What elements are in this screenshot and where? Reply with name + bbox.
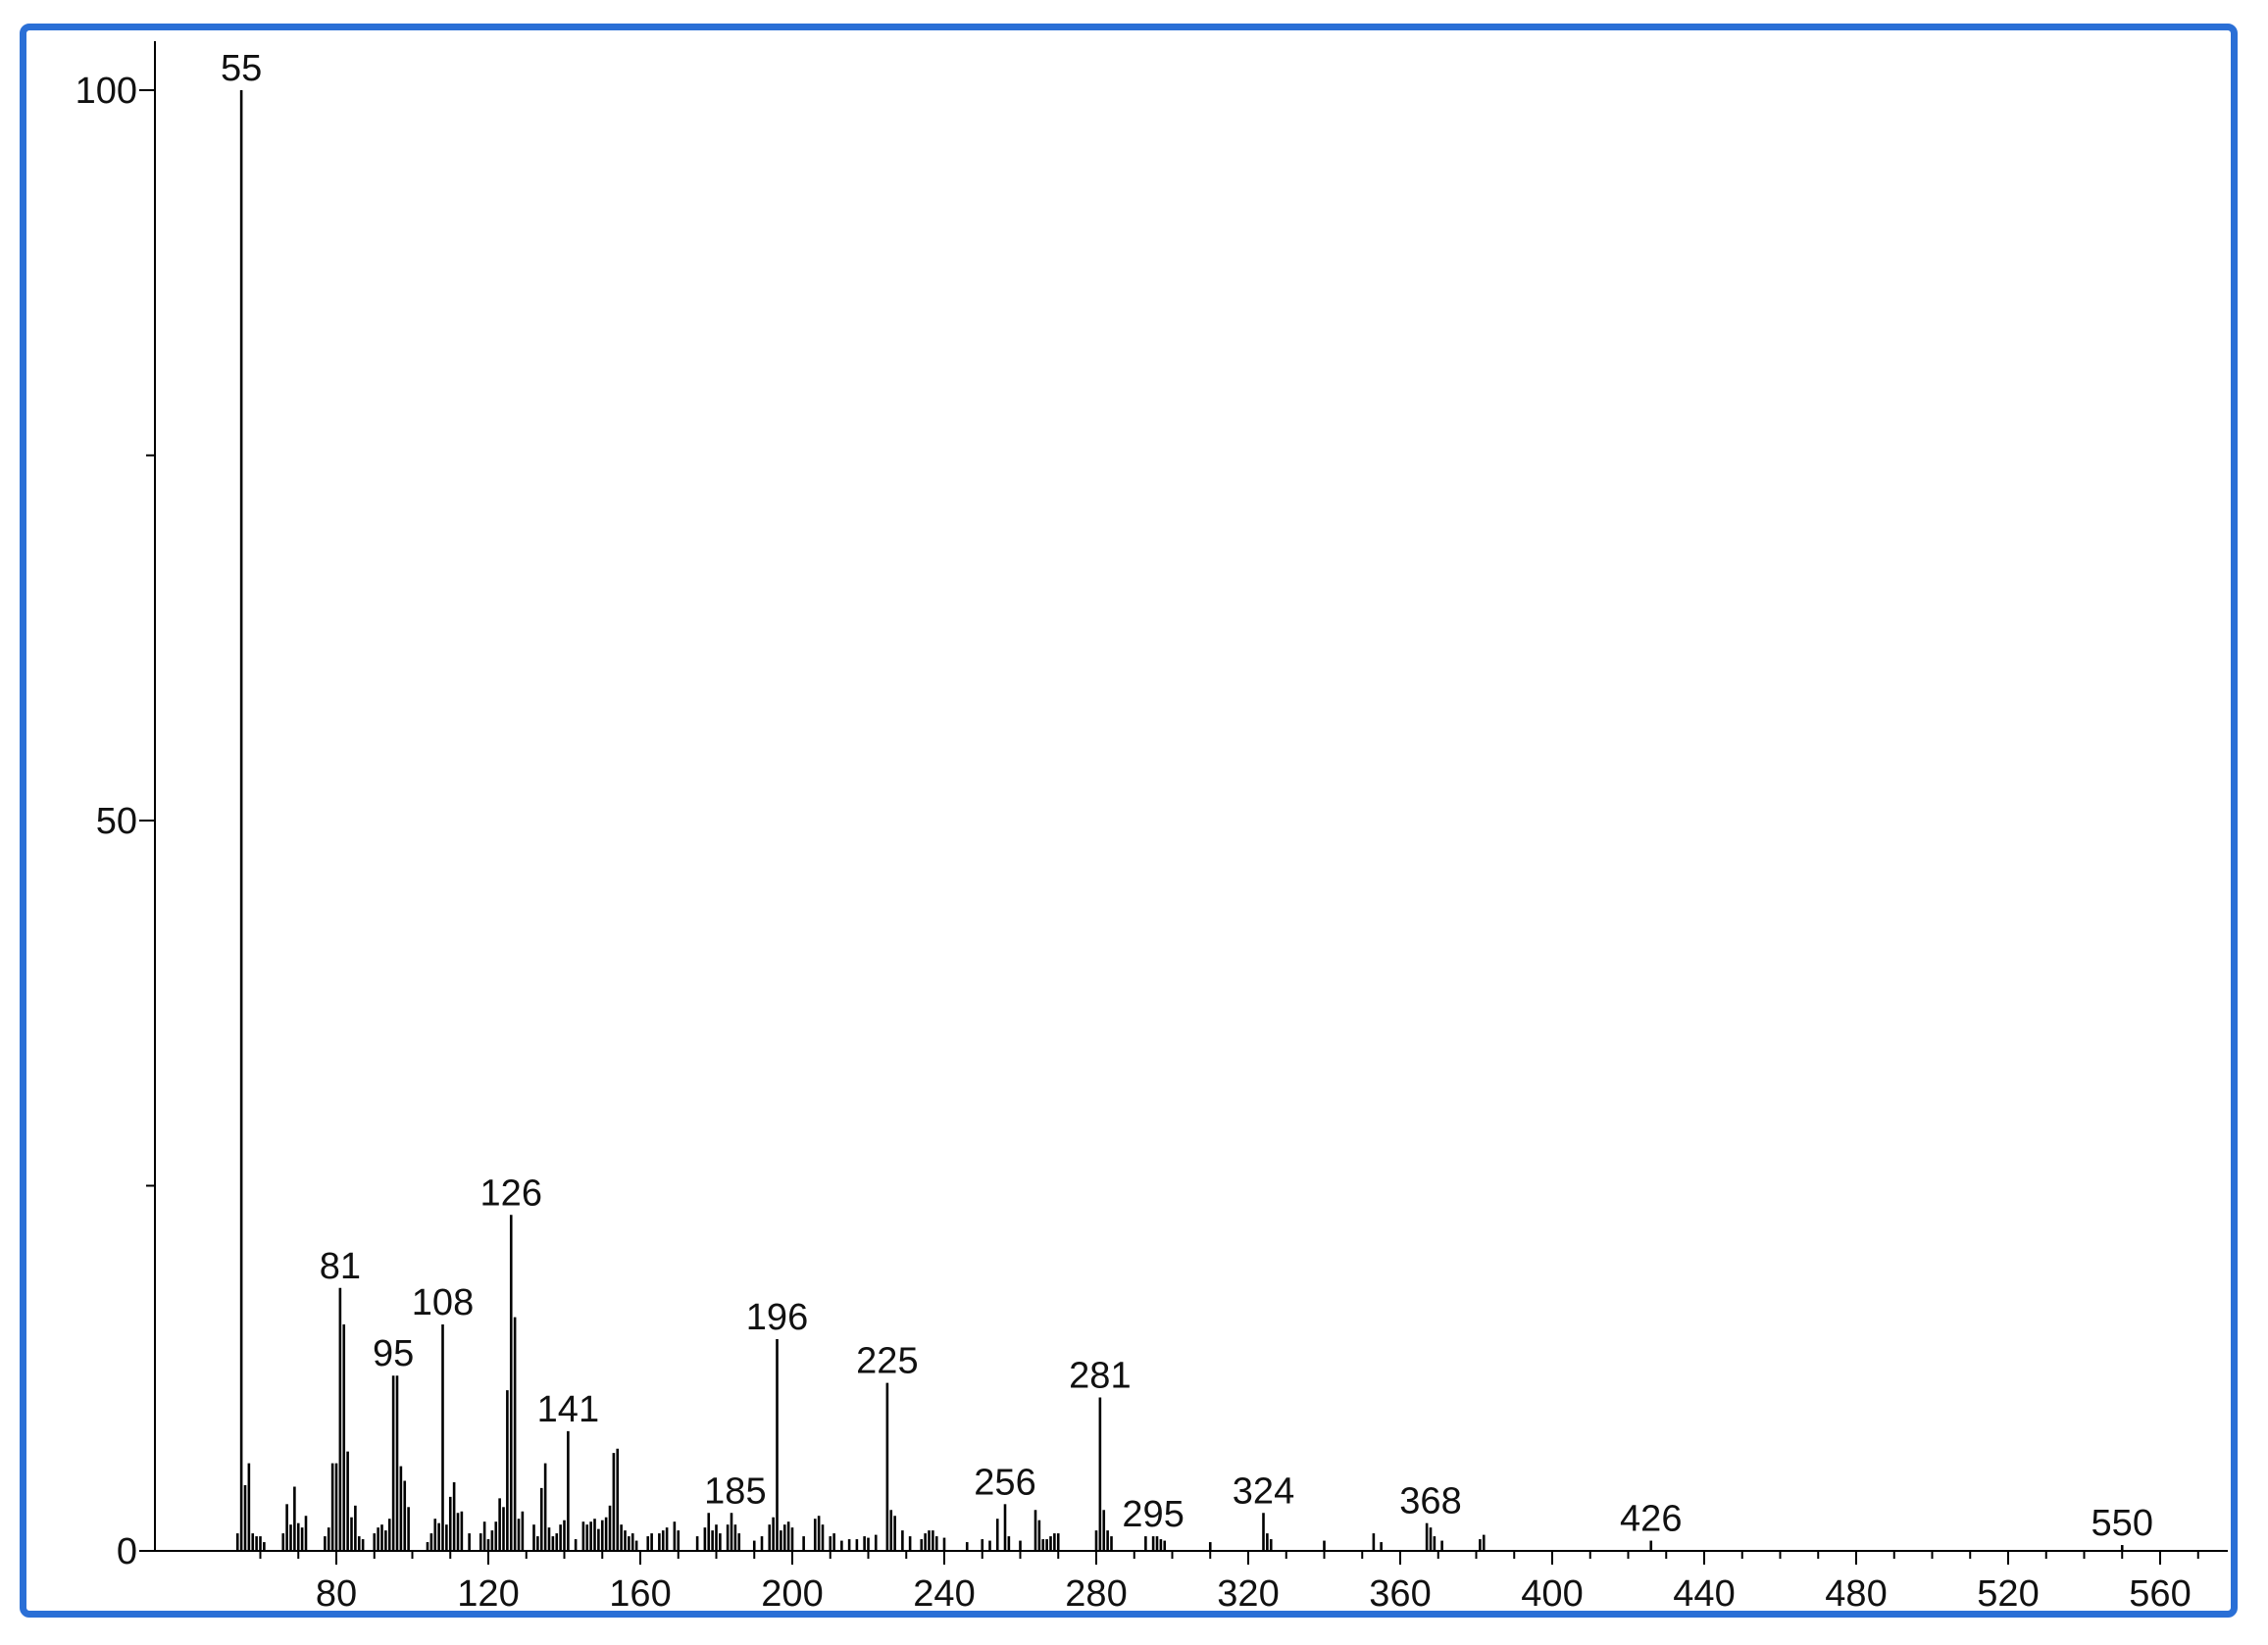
peak-label: 281: [1069, 1356, 1131, 1397]
peak-label: 126: [480, 1172, 542, 1214]
x-tick-label: 400: [1521, 1573, 1583, 1615]
peak-label: 550: [2092, 1503, 2153, 1544]
x-tick-label: 520: [1977, 1573, 2039, 1615]
y-tick-label: 50: [96, 801, 137, 842]
peak-label: 295: [1122, 1494, 1184, 1535]
chart-frame: [20, 24, 2238, 1618]
peak-label: 225: [856, 1341, 918, 1382]
peak-label: 256: [974, 1462, 1035, 1503]
x-tick-label: 200: [761, 1573, 823, 1615]
tick-labels: 0 50 100 80 120 160 200 240 280 320 360 400 440 480 52…: [76, 71, 2192, 1615]
x-tick-label: 160: [609, 1573, 671, 1615]
peak-label: 324: [1233, 1471, 1294, 1512]
x-tick-label: 480: [1825, 1573, 1887, 1615]
peak-label: 108: [412, 1282, 474, 1323]
x-tick-label: 440: [1673, 1573, 1735, 1615]
peak-label: 196: [746, 1297, 808, 1338]
peak-label: 81: [320, 1246, 361, 1287]
peak-label: 55: [221, 48, 262, 89]
peak-label: 95: [373, 1333, 414, 1374]
x-tick-label: 120: [457, 1573, 519, 1615]
x-tick-label: 320: [1217, 1573, 1279, 1615]
x-tick-label: 560: [2129, 1573, 2191, 1615]
bars: [235, 90, 2124, 1551]
x-tick-label: 80: [316, 1573, 357, 1615]
x-tick-label: 360: [1369, 1573, 1431, 1615]
y-tick-label: 100: [76, 71, 137, 112]
axes: [139, 41, 2228, 1565]
peak-label: 185: [704, 1471, 766, 1512]
peak-label: 426: [1620, 1499, 1682, 1540]
x-tick-label: 240: [913, 1573, 975, 1615]
peak-labels: 55 81 95 108 126 141 185 196 225 256 281 295 324 368 4…: [221, 48, 2153, 1544]
peak-label: 141: [537, 1389, 599, 1430]
y-tick-label: 0: [117, 1531, 137, 1572]
x-tick-label: 280: [1065, 1573, 1127, 1615]
peak-label: 368: [1399, 1481, 1461, 1522]
